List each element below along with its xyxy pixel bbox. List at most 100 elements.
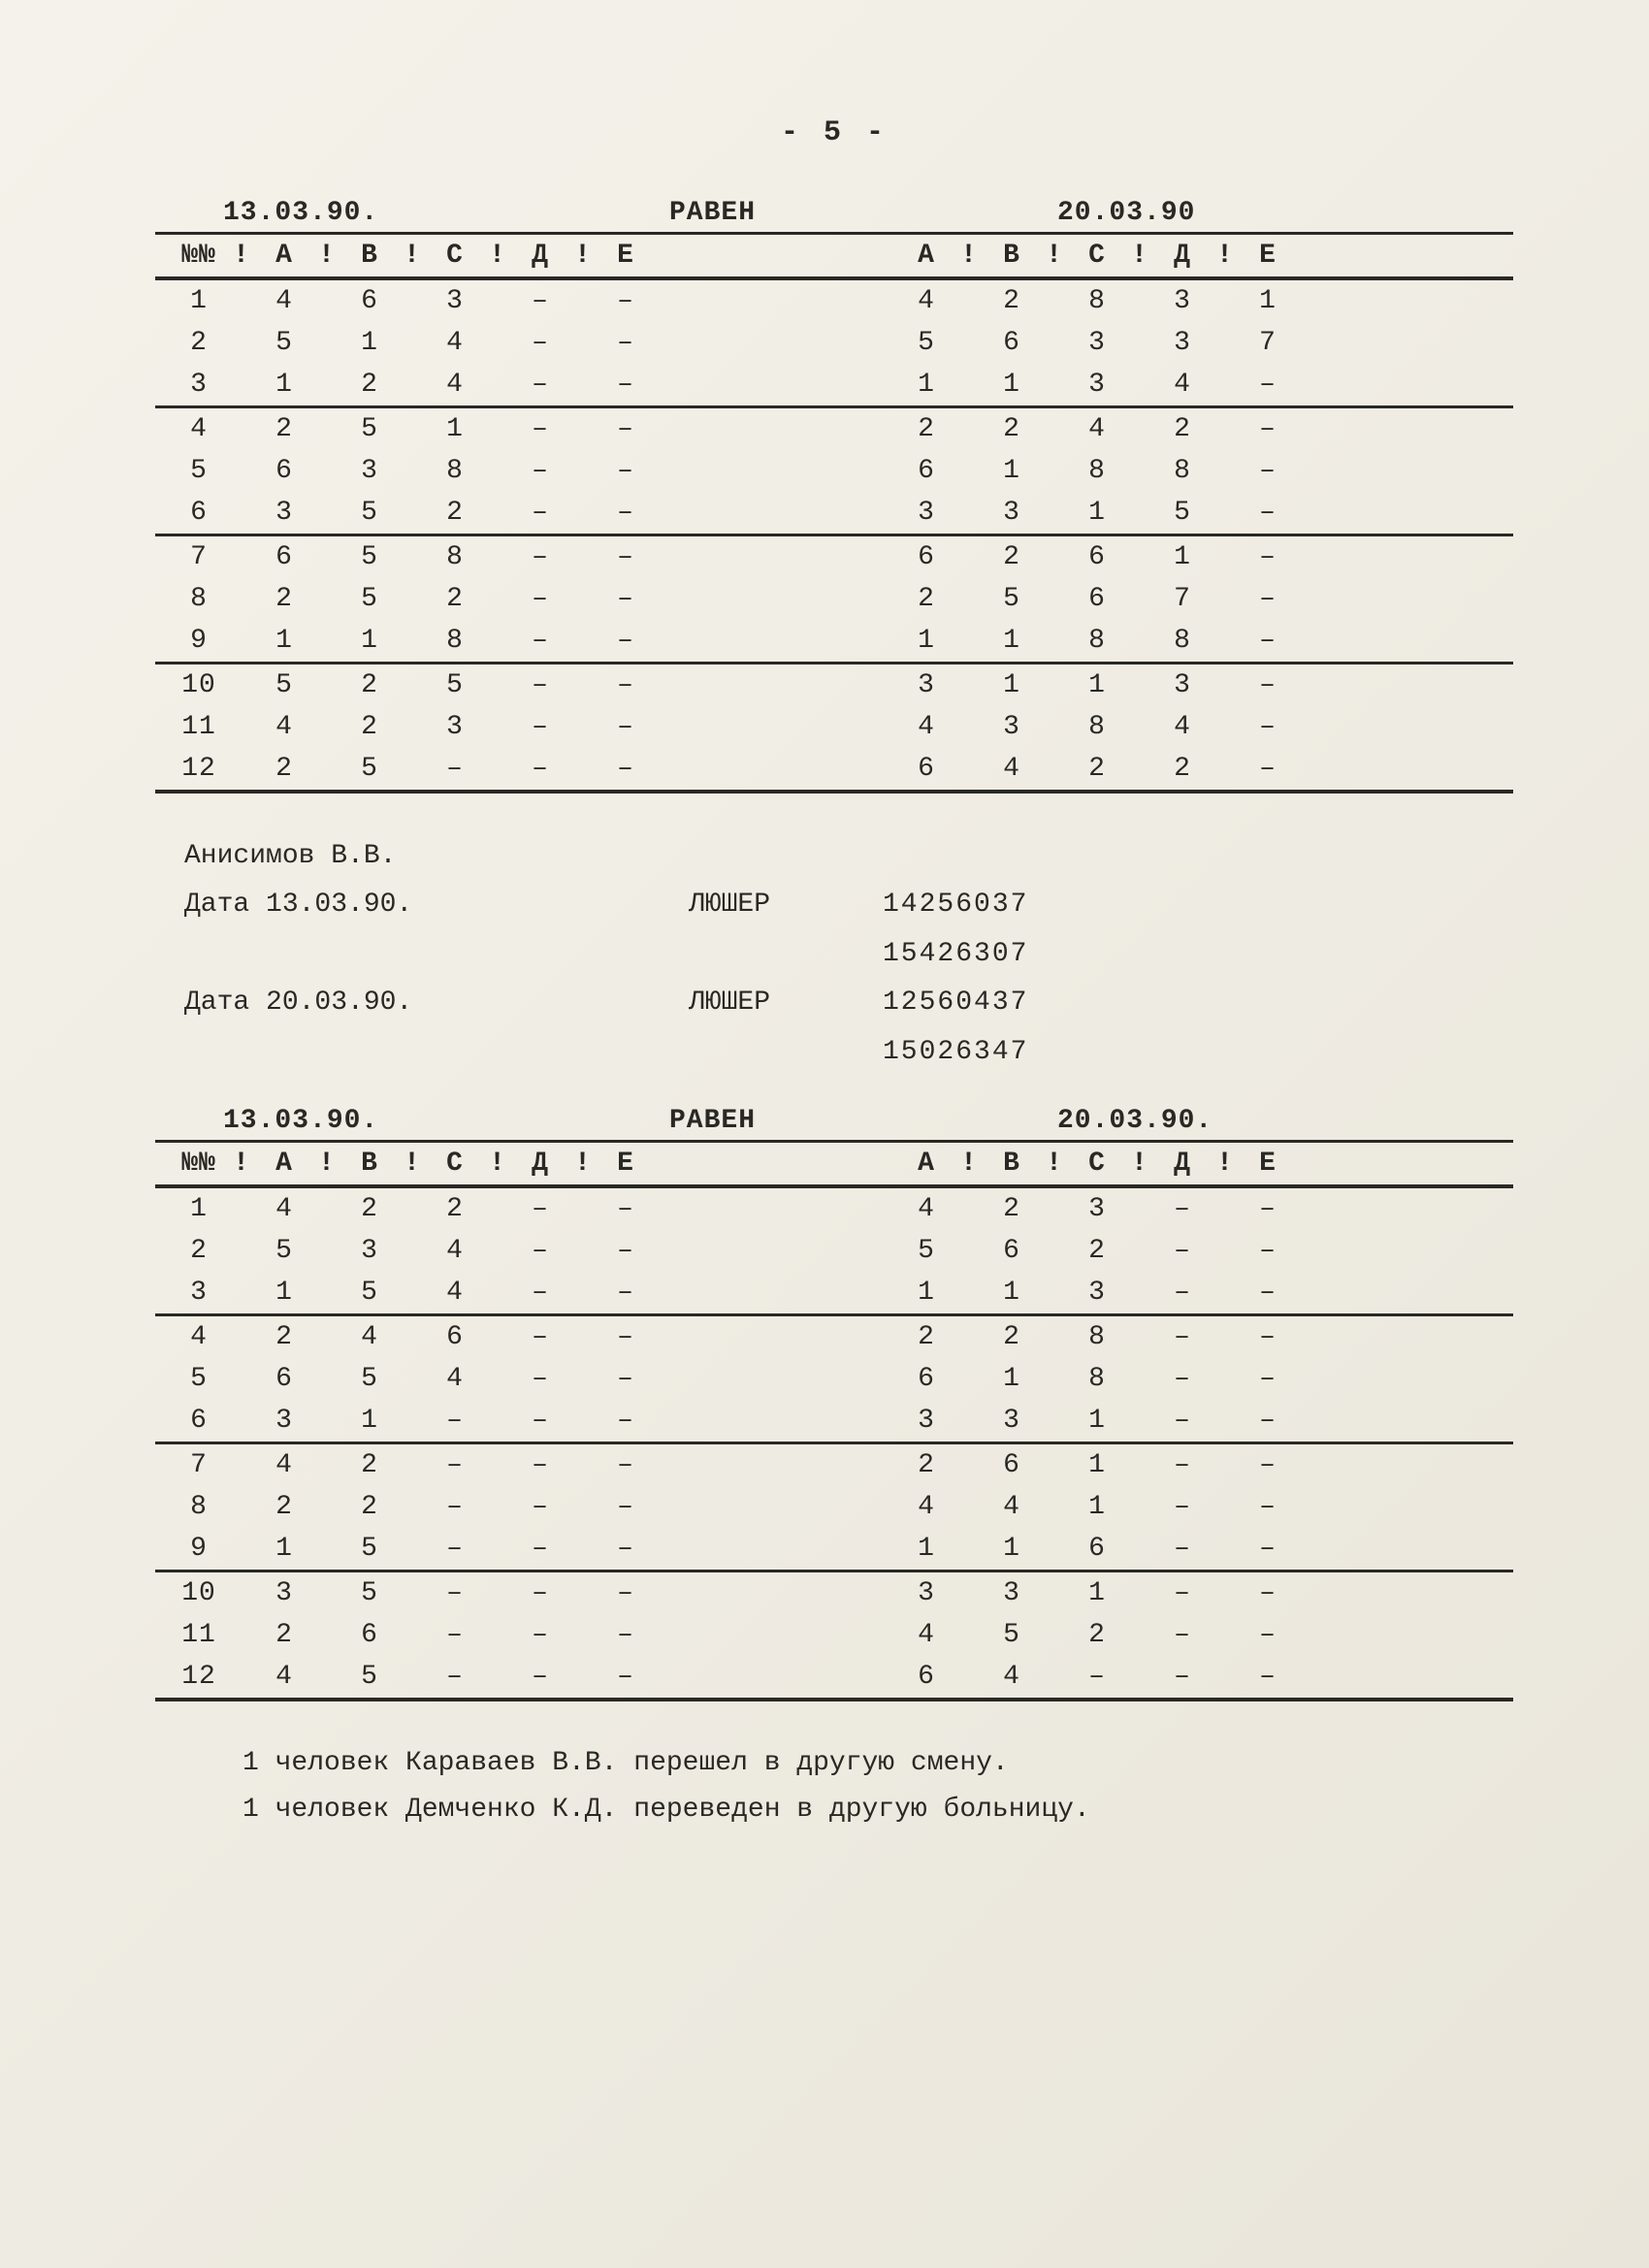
cell: 2 [1063,754,1131,784]
cell: – [1234,1492,1302,1522]
cell: 1 [1063,1492,1131,1522]
row-number: 12 [165,1662,233,1692]
cell: 2 [978,1322,1046,1352]
cell: 4 [250,286,318,316]
cell: – [1234,1534,1302,1564]
table-row: 1035–––331–– [155,1572,1513,1614]
row-number: 7 [165,1450,233,1480]
cell: 1 [1148,542,1216,572]
cell: 5 [336,754,404,784]
cell: – [506,626,574,656]
cell: 2 [1063,1236,1131,1266]
header-col: В [978,241,1046,271]
lusher-line: Дата 20.03.90.ЛЮШЕР12560437 [184,979,1513,1027]
table-row: 742–––261–– [155,1444,1513,1486]
cell: 4 [336,1322,404,1352]
cell: – [1234,414,1302,444]
cell: – [1148,1450,1216,1480]
cell: 4 [250,1450,318,1480]
cell: 6 [892,542,960,572]
cell: – [506,1492,574,1522]
person-name: Анисимов В.В. [184,832,1513,881]
cell: – [592,1278,660,1308]
row-number: 4 [165,1322,233,1352]
cell: – [1148,1662,1216,1692]
table-1-date-left: 13.03.90. [165,198,669,228]
cell: 3 [892,670,960,700]
cell: 5 [250,1236,318,1266]
row-number: 6 [165,498,233,528]
header-col: В [978,1149,1046,1179]
cell: 4 [892,1194,960,1224]
cell: 1 [250,1534,318,1564]
lusher-label [689,930,883,979]
cell: – [506,754,574,784]
cell: – [1148,1578,1216,1608]
cell: 5 [978,1620,1046,1650]
cell: 6 [892,456,960,486]
cell: 3 [892,1406,960,1436]
cell: – [506,1322,574,1352]
header-col: Е [1234,1149,1302,1179]
cell: 2 [978,542,1046,572]
cell: – [1148,1364,1216,1394]
cell: – [506,542,574,572]
cell: 4 [1148,370,1216,400]
cell: 6 [1063,584,1131,614]
cell: 1 [978,1364,1046,1394]
header-col: С [421,241,489,271]
cell: 3 [892,1578,960,1608]
cell: – [506,498,574,528]
table-1-header: №№ !А!В!С!Д!Е А!В!С!Д!Е [155,235,1513,276]
cell: – [421,1662,489,1692]
table-row: 822–––441–– [155,1486,1513,1528]
cell: 6 [892,754,960,784]
rule [155,1698,1513,1701]
table-row: 915–––116–– [155,1528,1513,1570]
cell: 3 [421,712,489,742]
cell: – [1234,1364,1302,1394]
cell: – [592,370,660,400]
table-row: 9118––1188– [155,620,1513,662]
header-col: Д [506,241,574,271]
lusher-line: 15026347 [184,1028,1513,1077]
cell: 5 [336,1364,404,1394]
table-row: 4246––228–– [155,1316,1513,1358]
table-2-dates: 13.03.90. РАВЕН 20.03.90. [155,1106,1513,1140]
cell: 4 [1063,414,1131,444]
cell: 6 [1063,542,1131,572]
header-col: Е [1234,241,1302,271]
cell: 1 [421,414,489,444]
table-row: 11423––4384– [155,706,1513,748]
cell: 3 [1063,1194,1131,1224]
cell: 3 [978,498,1046,528]
table-row: 2534––562–– [155,1230,1513,1272]
cell: 8 [1063,1322,1131,1352]
cell: – [421,1492,489,1522]
cell: – [1234,1236,1302,1266]
row-number: 9 [165,1534,233,1564]
cell: – [506,1620,574,1650]
cell: – [592,1450,660,1480]
cell: – [592,1194,660,1224]
cell: – [506,1450,574,1480]
cell: 3 [336,456,404,486]
cell: 8 [421,542,489,572]
cell: – [506,584,574,614]
cell: 5 [250,328,318,358]
cell: 6 [421,1322,489,1352]
cell: 5 [336,414,404,444]
cell: 2 [978,414,1046,444]
cell: 4 [978,754,1046,784]
header-col: А [892,241,960,271]
cell: 6 [250,1364,318,1394]
cell: 1 [336,1406,404,1436]
cell: 4 [421,1236,489,1266]
table-row: 6352––3315– [155,492,1513,534]
cell: 3 [250,498,318,528]
cell: – [1234,670,1302,700]
cell: – [506,414,574,444]
cell: – [1148,1278,1216,1308]
cell: – [592,286,660,316]
row-number: 3 [165,370,233,400]
